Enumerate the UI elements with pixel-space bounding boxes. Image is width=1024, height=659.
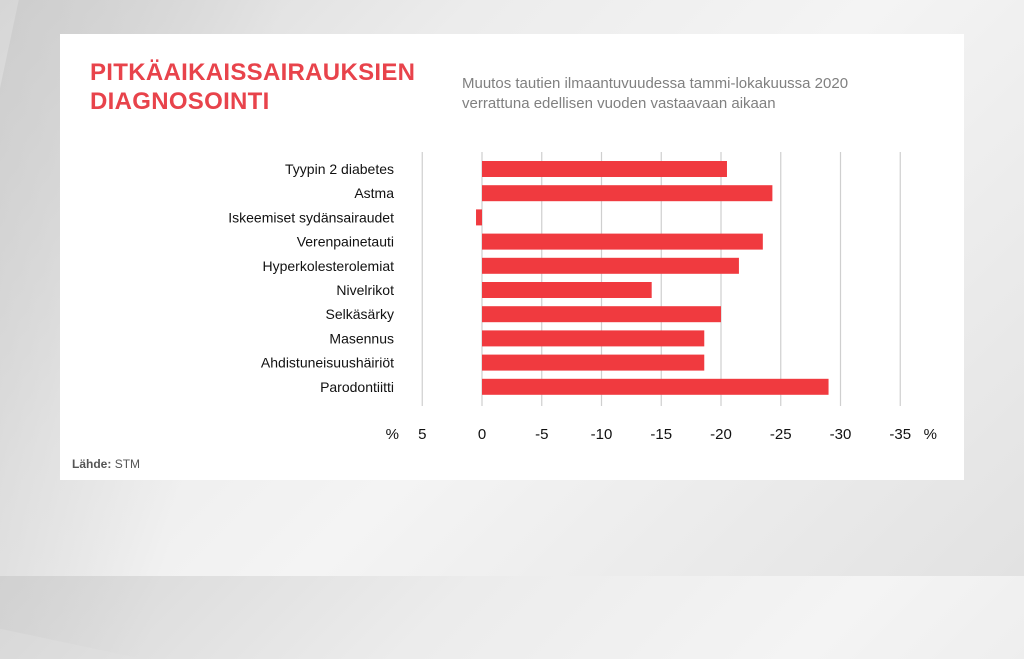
category-label: Selkäsärky bbox=[326, 306, 394, 322]
chart-title: PITKÄAIKAISSAIRAUKSIEN DIAGNOSOINTI bbox=[90, 58, 415, 116]
bar bbox=[482, 306, 721, 323]
x-tick-label: -30 bbox=[830, 426, 852, 443]
bar bbox=[482, 282, 652, 298]
x-unit-left: % bbox=[386, 426, 399, 443]
category-label: Nivelrikot bbox=[336, 282, 394, 298]
bar-chart: Tyypin 2 diabetes Astma Iskeemiset sydänsa… bbox=[228, 152, 937, 443]
chart-subtitle-line-1: Muutos tautien ilmaantuvuudessa tammi-lo… bbox=[462, 75, 849, 92]
x-tick-label: 0 bbox=[478, 426, 486, 443]
category-label: Verenpainetauti bbox=[297, 234, 394, 250]
category-label: Masennus bbox=[329, 330, 394, 346]
bar bbox=[482, 185, 773, 202]
chart-subtitle: Muutos tautien ilmaantuvuudessa tammi-lo… bbox=[462, 74, 942, 114]
category-label: Iskeemiset sydänsairaudet bbox=[228, 209, 394, 225]
x-tick-label: -15 bbox=[650, 426, 672, 443]
bar bbox=[482, 257, 739, 274]
category-label: Tyypin 2 diabetes bbox=[285, 161, 394, 177]
category-labels: Tyypin 2 diabetes Astma Iskeemiset sydänsa… bbox=[228, 161, 394, 395]
bars bbox=[476, 161, 829, 395]
chart-title-line-2: DIAGNOSOINTI bbox=[90, 88, 270, 115]
category-label: Parodontiitti bbox=[320, 379, 394, 395]
category-label: Astma bbox=[354, 185, 394, 201]
bar bbox=[482, 233, 763, 250]
bar bbox=[482, 378, 829, 395]
chart-card: PITKÄAIKAISSAIRAUKSIEN DIAGNOSOINTI Muut… bbox=[60, 34, 964, 480]
x-axis-ticks: 5 0 -5 -10 -15 -20 -25 -30 -35%% bbox=[386, 426, 937, 443]
bar bbox=[482, 354, 705, 371]
category-label: Ahdistuneisuushäiriöt bbox=[261, 355, 394, 371]
x-tick-label: -20 bbox=[710, 426, 732, 443]
category-label: Hyperkolesterolemiat bbox=[263, 258, 395, 274]
bar bbox=[482, 161, 727, 177]
source-value: STM bbox=[114, 457, 141, 471]
x-unit-right: % bbox=[924, 426, 937, 443]
bar bbox=[482, 330, 705, 347]
x-tick-label: 5 bbox=[418, 426, 426, 443]
x-tick-label: -35 bbox=[889, 426, 911, 443]
source-label: Lähde: bbox=[72, 457, 112, 471]
x-tick-label: -10 bbox=[591, 426, 613, 443]
x-tick-label: -25 bbox=[770, 426, 792, 443]
bar bbox=[476, 209, 482, 226]
chart-title-line-1: PITKÄAIKAISSAIRAUKSIEN bbox=[90, 59, 416, 86]
chart-subtitle-line-2: verrattuna edellisen vuoden vastaavaan a… bbox=[462, 95, 776, 112]
source-note: Lähde: STM bbox=[72, 457, 140, 471]
x-tick-label: -5 bbox=[535, 426, 548, 443]
